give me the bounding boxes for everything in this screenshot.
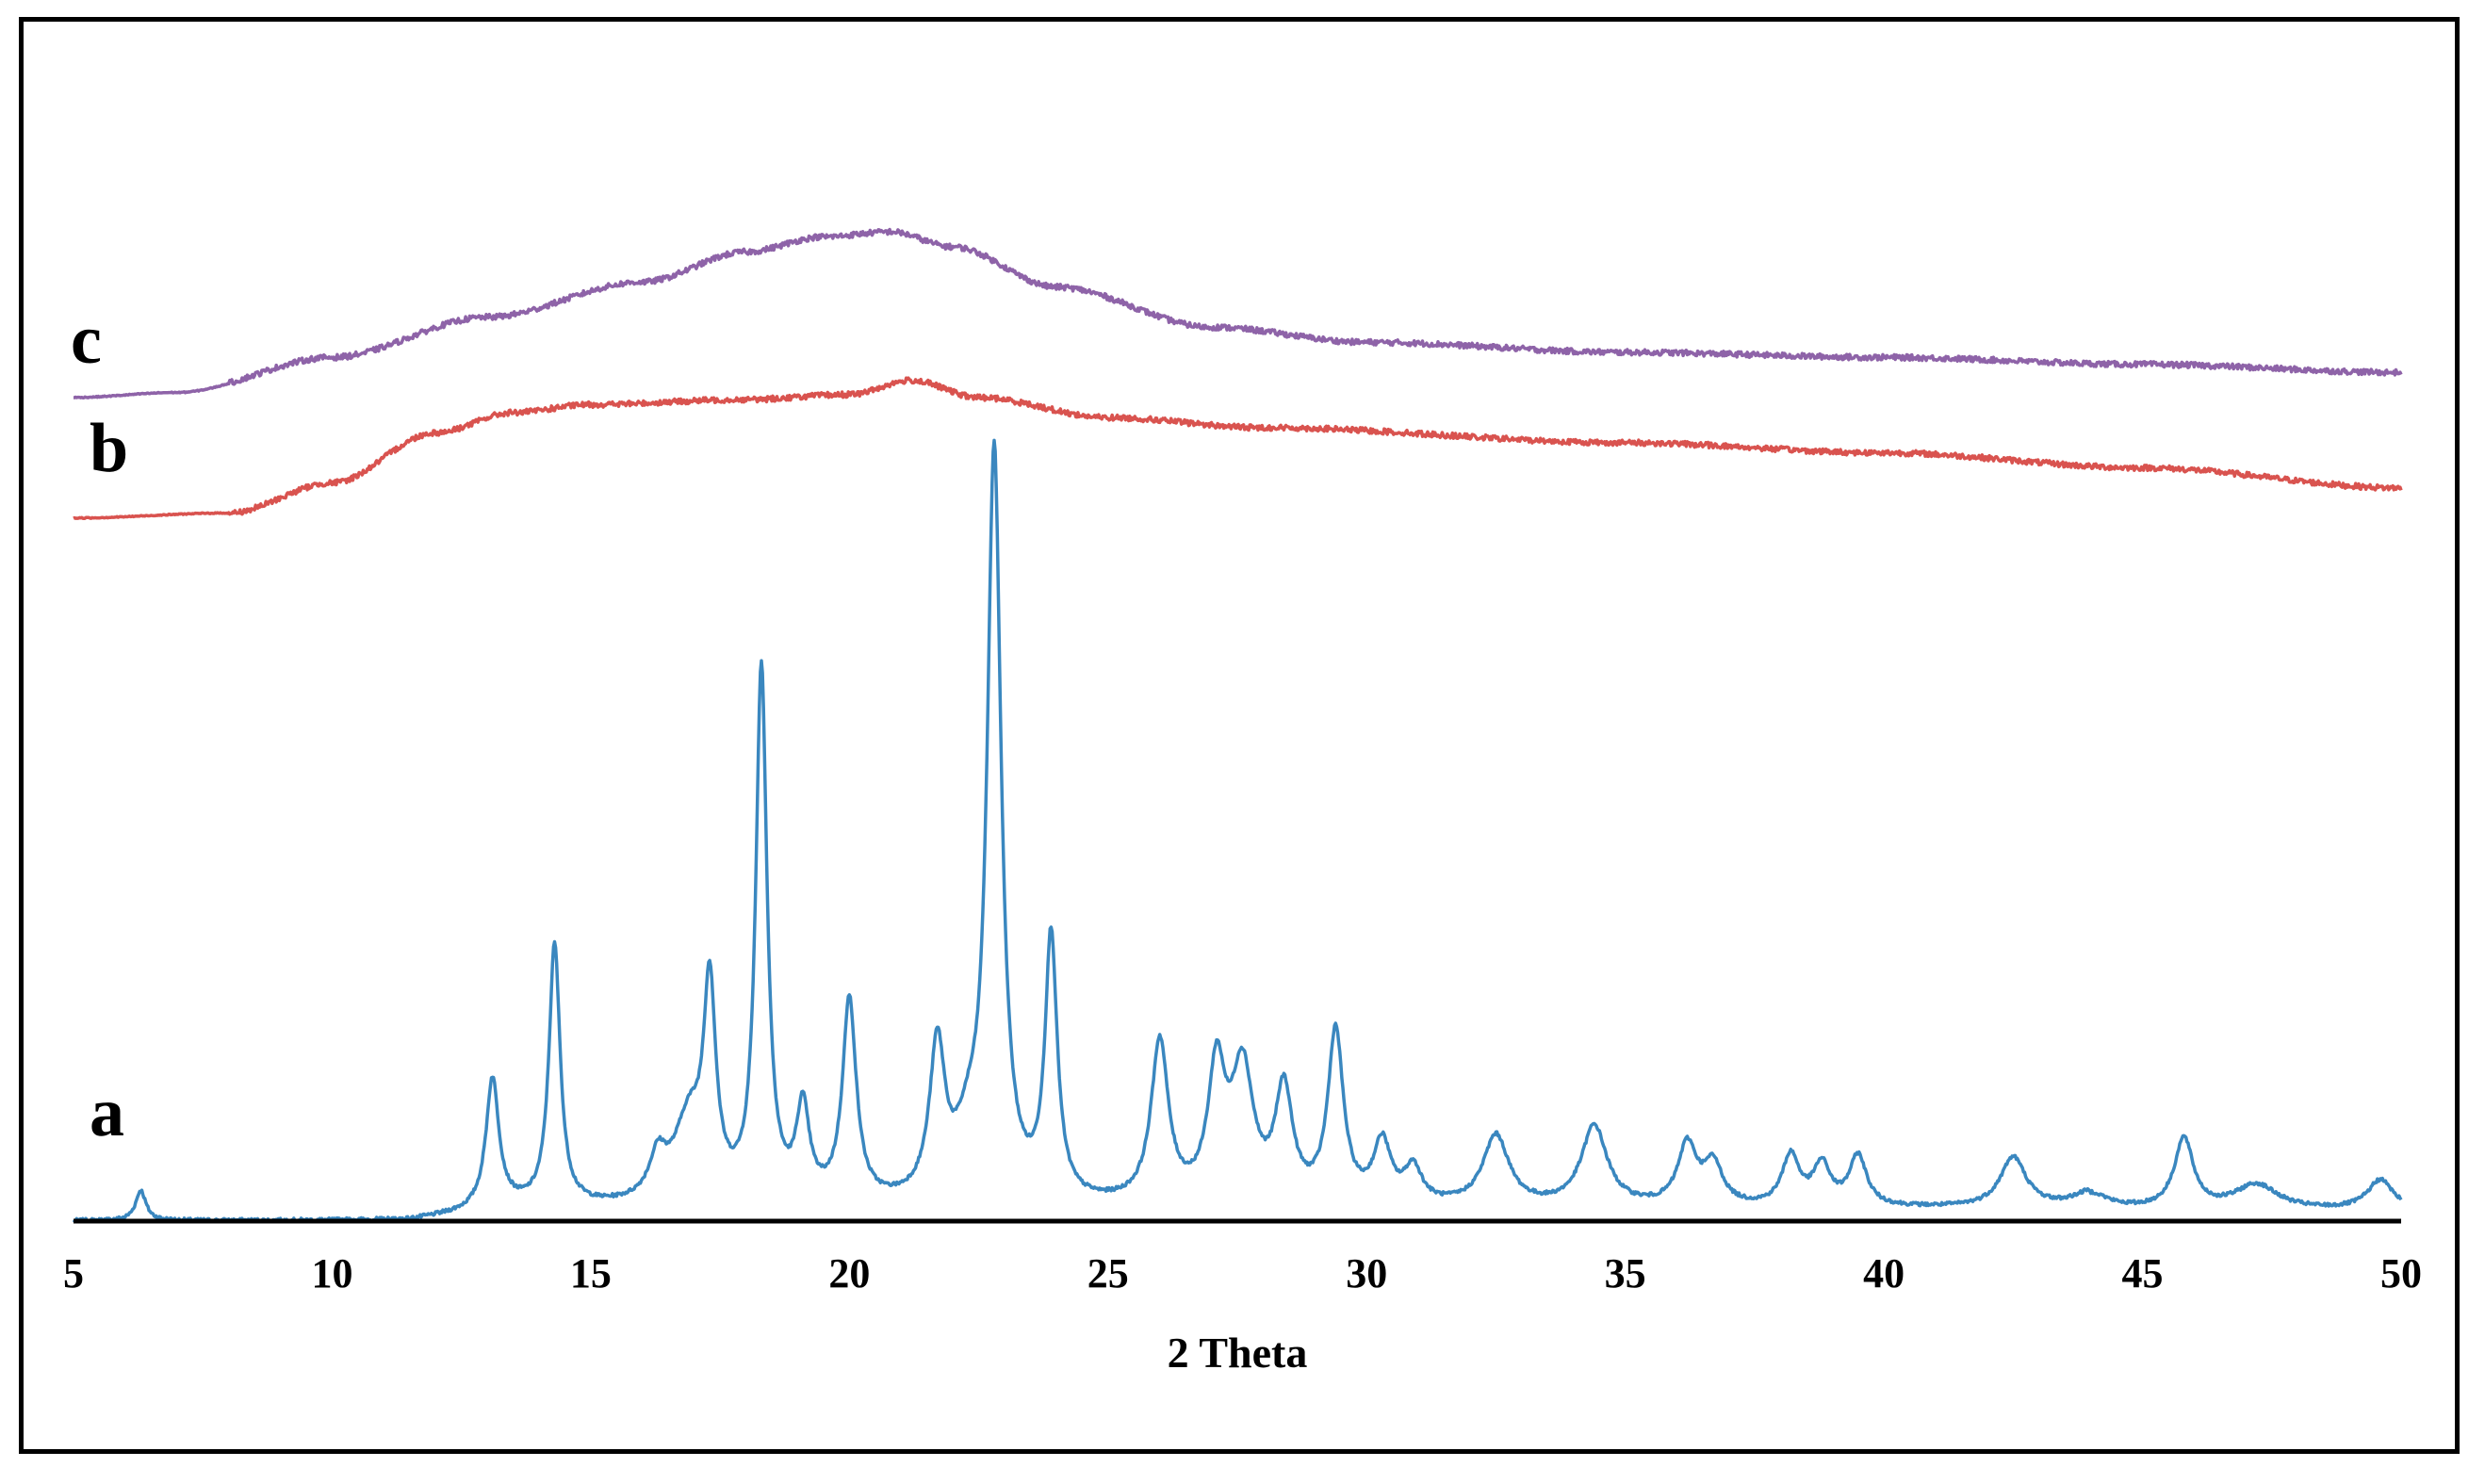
series-label-c: c — [71, 302, 102, 379]
x-tick-label-15: 15 — [570, 1250, 612, 1296]
series-line-c — [73, 227, 2403, 400]
series-layer — [72, 227, 2403, 1223]
x-tick-label-5: 5 — [63, 1250, 84, 1296]
x-tick-label-30: 30 — [1346, 1250, 1387, 1296]
x-axis-title: 2 Theta — [1168, 1329, 1308, 1377]
x-tick-label-35: 35 — [1605, 1250, 1646, 1296]
x-tick-label-40: 40 — [1863, 1250, 1905, 1296]
series-label-b: b — [90, 410, 128, 487]
x-tick-label-10: 10 — [311, 1250, 352, 1296]
series-line-b — [73, 376, 2403, 520]
tick-layer: 5 10 15 20 25 30 35 40 45 50 — [63, 1250, 2422, 1296]
series-line-a — [72, 438, 2403, 1223]
series-label-a: a — [90, 1074, 124, 1151]
x-tick-label-50: 50 — [2380, 1250, 2422, 1296]
x-tick-label-25: 25 — [1087, 1250, 1129, 1296]
label-layer: a bc — [71, 302, 128, 1151]
x-tick-label-45: 45 — [2122, 1250, 2164, 1296]
x-tick-label-20: 20 — [828, 1250, 870, 1296]
